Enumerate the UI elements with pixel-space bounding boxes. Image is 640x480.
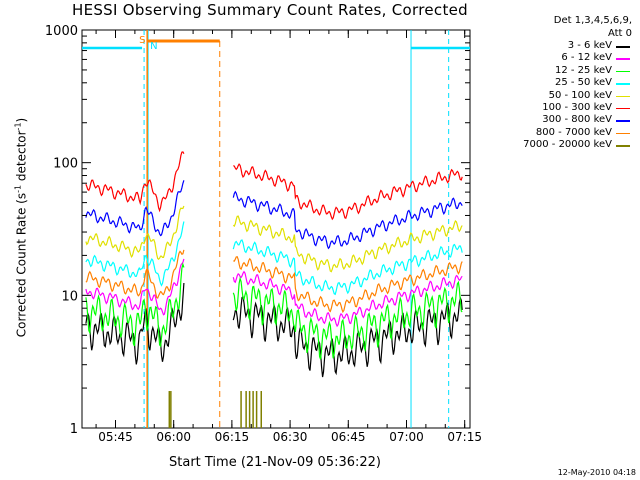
legend-swatch [616,83,630,85]
legend-entry: 300 - 800 keV [482,114,632,126]
legend-label: 3 - 6 keV [567,40,612,51]
x-tick-label: 06:30 [273,430,308,444]
legend-label: 12 - 25 keV [554,64,612,76]
chart-title: HESSI Observing Summary Count Rates, Cor… [72,1,468,19]
legend-label: 6 - 12 keV [561,52,612,64]
legend-entry: 3 - 6 keV [482,40,632,52]
legend-swatch [616,120,630,122]
legend-label: 300 - 800 keV [542,114,612,126]
night-label: N [150,41,157,52]
series-line-2 [85,262,463,360]
legend-entry: 7000 - 20000 keV [482,139,632,151]
legend-swatch [616,70,630,73]
legend-entry: 6 - 12 keV [482,52,632,64]
legend-swatch [616,132,630,135]
y-axis: 1 10 100 1000 [45,24,470,437]
y-tick-label: 1000 [45,24,78,39]
y-tick-label: 100 [53,157,78,172]
x-tick-label: 07:15 [447,430,482,444]
x-tick-label: 07:00 [389,430,424,444]
legend-swatch [616,58,630,60]
series-layer [85,151,463,428]
legend-label: 7000 - 20000 keV [523,139,612,151]
legend-swatch [616,95,630,98]
x-axis-label: Start Time (21-Nov-09 05:36:22) [169,455,381,470]
legend-label: 25 - 50 keV [554,77,612,89]
x-axis: 05:45 06:00 06:15 06:30 06:45 07:00 07:15 [95,30,482,444]
legend-label: 800 - 7000 keV [535,126,612,138]
series-line-4 [85,205,463,273]
saa-label: S [139,35,145,46]
legend-entries: 3 - 6 keV 6 - 12 keV 12 - 25 keV 25 - 50 ke… [482,40,632,152]
y-label-mid: detector [14,130,29,185]
series-line-3 [85,221,463,296]
legend-label: 50 - 100 keV [548,89,612,101]
legend-swatch [616,145,630,147]
series-line-0 [85,282,463,378]
y-label-end: ) [14,117,29,123]
legend-entry: 12 - 25 keV [482,65,632,77]
legend-entry: 50 - 100 keV [482,90,632,102]
legend-label: 100 - 300 keV [542,101,612,113]
series-line-6 [85,180,463,250]
legend-swatch [616,46,630,48]
series-line-7 [85,249,463,314]
plot-frame [81,29,471,429]
x-tick-label: 06:00 [156,430,191,444]
plot-border [81,29,471,429]
legend-entry: 800 - 7000 keV [482,127,632,139]
legend-swatch [616,107,630,110]
y-tick-label: 1 [70,422,78,437]
y-tick-label: 10 [61,289,78,304]
legend: Det 1,3,4,5,6,9, Att 0 3 - 6 keV 6 - 12 k… [482,14,632,152]
series-line-5 [85,151,463,221]
x-tick-label: 06:15 [215,430,250,444]
y-label-sup2: -1 [13,122,23,131]
legend-header-detectors: Det 1,3,4,5,6,9, [553,15,632,26]
y-label-text: Corrected Count Rate (s [14,192,29,338]
legend-entry: 100 - 300 keV [482,102,632,114]
series-line-1 [85,258,463,328]
x-tick-label: 05:45 [98,430,133,444]
x-tick-label: 06:45 [331,430,366,444]
legend-header-attenuator: Att 0 [607,28,632,39]
generation-timestamp: 12-May-2010 04:18 [557,468,636,477]
y-label-sup1: -1 [13,184,23,193]
legend-entry: 25 - 50 keV [482,77,632,89]
y-axis-label: Corrected Count Rate (s-1 detector-1) [14,103,29,353]
